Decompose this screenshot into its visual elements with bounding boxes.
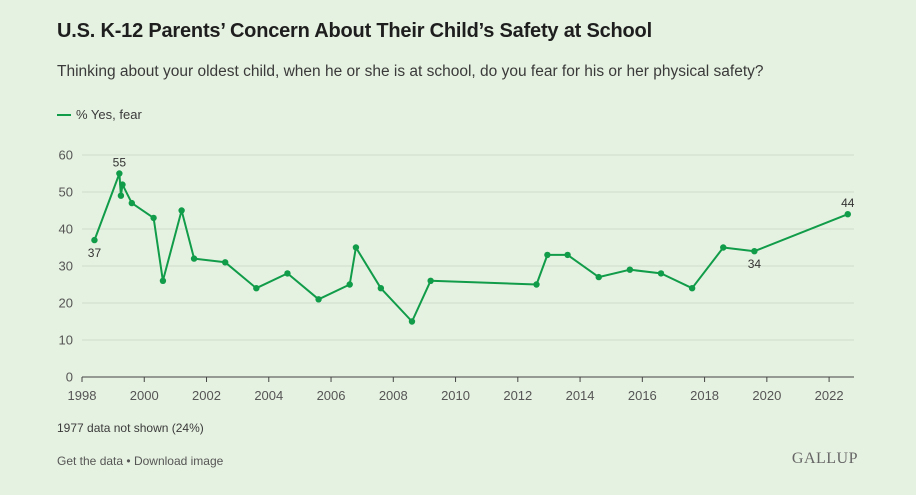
data-point — [751, 248, 758, 255]
data-point — [352, 244, 360, 251]
data-point — [720, 244, 727, 251]
y-tick-label: 40 — [59, 222, 73, 237]
x-tick-label: 2006 — [317, 388, 346, 403]
y-tick-label: 50 — [59, 185, 73, 200]
x-tick-label: 2022 — [815, 388, 844, 403]
data-point — [346, 281, 353, 288]
data-label: 34 — [748, 257, 762, 271]
series-yes-fear — [91, 170, 851, 325]
data-point — [117, 192, 125, 199]
data-point — [91, 236, 98, 244]
data-label: 37 — [88, 246, 102, 260]
x-tick-label: 2002 — [192, 388, 221, 403]
x-tick-label: 1998 — [68, 388, 97, 403]
x-tick-label: 2000 — [130, 388, 159, 403]
x-tick-label: 2012 — [503, 388, 532, 403]
x-tick-label: 2010 — [441, 388, 470, 403]
data-point — [190, 255, 198, 262]
data-point — [315, 296, 322, 303]
y-tick-label: 30 — [59, 259, 73, 274]
data-point — [544, 251, 551, 259]
data-point — [119, 181, 126, 188]
x-tick-label: 2004 — [254, 388, 283, 403]
chart-title: U.S. K-12 Parents’ Concern About Their C… — [57, 20, 652, 42]
legend-label: % Yes, fear — [76, 107, 142, 122]
x-tick-label: 2020 — [752, 388, 781, 403]
gridlines — [82, 154, 854, 341]
x-tick-label: 2008 — [379, 388, 408, 403]
data-point — [253, 285, 260, 292]
series-line — [93, 172, 849, 323]
x-tick-label: 2018 — [690, 388, 719, 403]
y-tick-label: 20 — [59, 296, 73, 311]
axes: 0 10 20 30 40 50 60 1998 2000 2002 2004 2006 2008 201… — [59, 148, 854, 403]
data-label: 55 — [113, 156, 127, 170]
footer: Get the data • Download image — [57, 454, 223, 468]
y-tick-label: 10 — [59, 333, 73, 348]
chart-note: 1977 data not shown (24%) — [57, 421, 204, 435]
data-point — [116, 170, 123, 177]
data-point — [408, 318, 416, 325]
data-point — [377, 285, 385, 292]
chart-subtitle: Thinking about your oldest child, when h… — [57, 63, 764, 80]
get-data-link[interactable]: Get the data — [57, 454, 124, 468]
y-tick-label: 60 — [59, 148, 73, 163]
data-labels: 37 55 34 44 — [88, 156, 855, 272]
data-point — [178, 207, 185, 214]
data-point — [844, 211, 851, 218]
data-point — [595, 273, 602, 281]
data-label: 44 — [841, 196, 855, 210]
data-point — [159, 277, 167, 284]
data-point — [688, 285, 696, 292]
data-point — [150, 214, 157, 222]
x-tick-label: 2014 — [566, 388, 595, 403]
data-point — [657, 270, 665, 277]
y-tick-label: 0 — [66, 370, 73, 385]
download-image-link[interactable]: Download image — [133, 454, 224, 468]
data-point — [533, 281, 540, 288]
gallup-logo: GALLUP — [791, 450, 858, 467]
data-point — [284, 270, 291, 277]
data-point — [626, 266, 634, 273]
legend: % Yes, fear — [57, 107, 142, 122]
data-point — [128, 199, 136, 207]
footer-separator: • — [126, 454, 131, 468]
data-point — [427, 277, 434, 284]
x-tick-label: 2016 — [628, 388, 657, 403]
data-point — [221, 259, 229, 266]
legend-swatch — [57, 113, 71, 116]
data-point — [564, 251, 571, 259]
